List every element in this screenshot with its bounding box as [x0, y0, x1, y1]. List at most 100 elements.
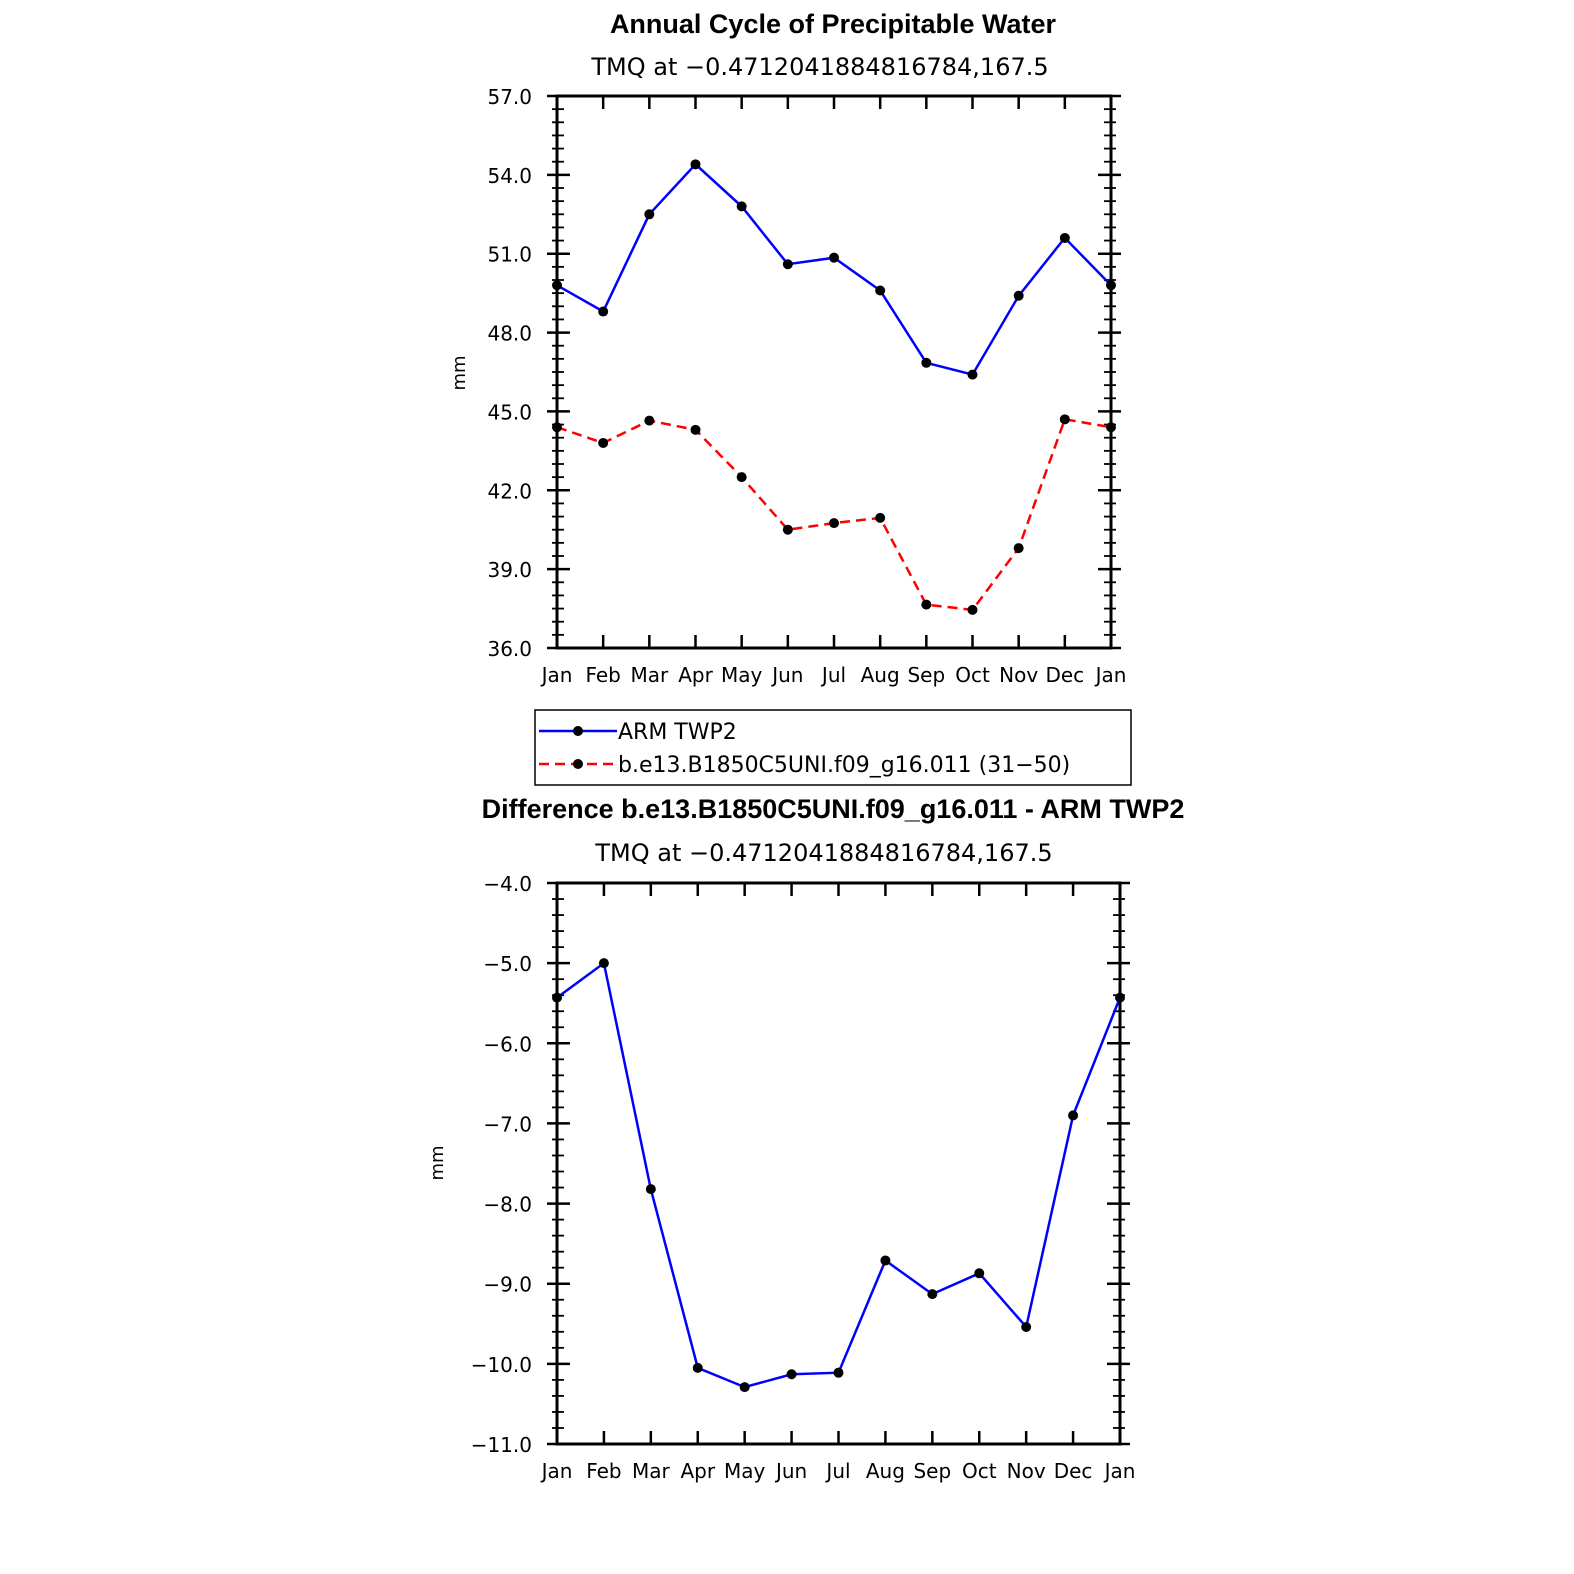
data-point: [736, 472, 747, 483]
data-point: [644, 415, 655, 426]
x-tick-label: Oct: [962, 1459, 997, 1483]
data-point: [829, 518, 839, 529]
x-tick-label: Aug: [866, 1459, 905, 1483]
data-point: [927, 1289, 938, 1300]
x-tick-label: Jan: [540, 1459, 573, 1483]
data-point: [1059, 232, 1070, 243]
data-point: [552, 280, 562, 291]
series-layer: [552, 159, 1116, 615]
data-point: [875, 512, 886, 523]
legend-label-arm-twp2: ARM TWP2: [618, 720, 737, 745]
x-tick-label: Mar: [630, 663, 669, 687]
data-point: [875, 285, 886, 296]
x-tick-label: Jun: [774, 1459, 807, 1483]
legend-entry-arm-twp2: ARM TWP2: [539, 720, 737, 745]
data-point: [644, 209, 655, 220]
x-tick-label: Jan: [1103, 1459, 1136, 1483]
x-tick-label: Jul: [824, 1459, 850, 1483]
x-tick-label: Oct: [955, 663, 990, 687]
y-tick-label: 51.0: [487, 243, 532, 267]
x-tick-label: Mar: [632, 1459, 671, 1483]
data-point: [967, 604, 978, 615]
data-point: [974, 1268, 985, 1279]
x-tick-label: Jul: [820, 663, 846, 687]
difference-panel: Difference b.e13.B1850C5UNI.f09_g16.011 …: [427, 794, 1184, 1483]
x-tick-label: May: [721, 663, 763, 687]
legend-marker-arm-twp2: [573, 726, 583, 736]
x-tick-label: Jan: [540, 663, 573, 687]
data-point: [1013, 290, 1024, 301]
plot-frame: [555, 94, 1113, 650]
y-tick-label: −9.0: [483, 1273, 532, 1297]
y-axis-label: mm: [427, 1145, 448, 1180]
data-point: [739, 1382, 750, 1393]
x-tick-label: Nov: [1007, 1459, 1046, 1483]
data-point: [829, 252, 839, 263]
data-point: [921, 357, 932, 368]
y-tick-label: 57.0: [487, 85, 532, 109]
data-point: [1106, 422, 1116, 433]
data-point: [552, 422, 562, 433]
data-point: [598, 958, 609, 969]
data-point: [782, 524, 793, 535]
x-tick-label: Apr: [678, 663, 713, 687]
data-point: [1115, 992, 1125, 1003]
x-tick-label: Feb: [585, 663, 620, 687]
series-layer: [552, 958, 1125, 1393]
x-tick-label: Sep: [913, 1459, 951, 1483]
y-tick-label: 39.0: [487, 558, 532, 582]
data-point: [782, 259, 793, 270]
y-tick-label: −8.0: [483, 1193, 532, 1217]
y-axis-label: mm: [449, 355, 470, 390]
data-point: [1068, 1110, 1079, 1121]
data-point: [1021, 1321, 1032, 1332]
x-tick-label: Nov: [999, 663, 1038, 687]
y-tick-label: −5.0: [483, 952, 532, 976]
chart-subtitle: TMQ at −0.4712041884816784,167.5: [594, 839, 1052, 867]
chart-subtitle: TMQ at −0.4712041884816784,167.5: [590, 53, 1048, 81]
y-tick-label: 54.0: [487, 164, 532, 188]
x-tick-label: May: [724, 1459, 766, 1483]
series-line: [556, 162, 1112, 377]
data-point: [736, 201, 747, 212]
data-point: [598, 306, 609, 317]
chart-title: Annual Cycle of Precipitable Water: [610, 9, 1057, 39]
x-tick-label: Dec: [1054, 1459, 1093, 1483]
y-tick-label: 45.0: [487, 400, 532, 424]
legend: ARM TWP2 b.e13.B1850C5UNI.f09_g16.011 (3…: [534, 709, 1132, 786]
data-point: [1106, 280, 1116, 291]
data-point: [1059, 414, 1070, 425]
series-line: [556, 960, 1122, 1389]
chart-title: Difference b.e13.B1850C5UNI.f09_g16.011 …: [482, 794, 1185, 824]
axes: Jan Feb Mar Apr May Jun Jul Aug Sep Oct Nov Dec Jan−…: [471, 872, 1136, 1483]
x-tick-label: Jun: [770, 663, 803, 687]
y-tick-label: −6.0: [483, 1032, 532, 1056]
legend-label-model: b.e13.B1850C5UNI.f09_g16.011 (31−50): [618, 753, 1070, 778]
axes: Jan Feb Mar Apr May Jun Jul Aug Sep Oct Nov Dec Jan 3…: [487, 85, 1126, 687]
data-point: [833, 1367, 844, 1378]
legend-entry-model: b.e13.B1850C5UNI.f09_g16.011 (31−50): [539, 753, 1070, 778]
y-tick-label: −10.0: [471, 1353, 532, 1377]
y-tick-label: 42.0: [487, 479, 532, 503]
data-point: [880, 1255, 891, 1266]
data-point: [967, 369, 978, 380]
y-tick-label: 48.0: [487, 322, 532, 346]
y-tick-label: −4.0: [483, 872, 532, 896]
plot-frame: [555, 881, 1122, 1446]
x-tick-label: Jan: [1094, 663, 1127, 687]
x-tick-label: Dec: [1045, 663, 1084, 687]
data-point: [1013, 543, 1024, 554]
data-point: [552, 992, 562, 1003]
x-tick-label: Apr: [680, 1459, 715, 1483]
data-point: [645, 1184, 656, 1195]
x-tick-label: Feb: [586, 1459, 621, 1483]
data-point: [598, 437, 609, 448]
y-tick-label: −11.0: [471, 1433, 532, 1457]
data-point: [786, 1369, 797, 1380]
legend-marker-model: [573, 759, 583, 769]
data-point: [921, 599, 932, 610]
y-tick-label: 36.0: [487, 637, 532, 661]
data-point: [692, 1362, 703, 1373]
precipitable-water-panel: Annual Cycle of Precipitable Water TMQ a…: [449, 9, 1132, 786]
x-tick-label: Aug: [861, 663, 900, 687]
